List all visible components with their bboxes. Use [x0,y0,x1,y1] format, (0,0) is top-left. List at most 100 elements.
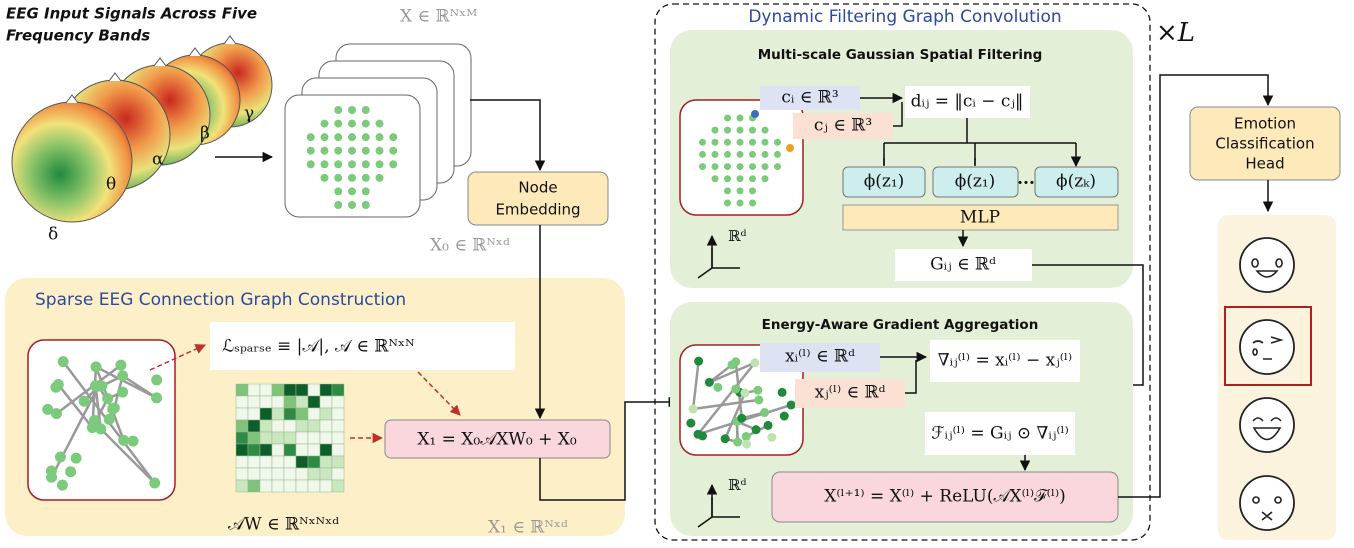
node [42,404,53,415]
electrode [712,175,719,182]
electrode [348,174,356,182]
matrix-cell [320,480,332,492]
matrix-cell [236,384,248,396]
matrix-cell [332,420,344,432]
node [55,452,66,463]
kernel-label: ϕ(z₁) [955,172,996,192]
shape-label: X₀ ∈ ℝᴺˣᵈ [430,236,510,256]
node [46,472,57,483]
matrix-cell [284,444,296,456]
matrix-cell [308,420,320,432]
matrix-cell [248,480,260,492]
electrode [334,120,342,128]
space-label: ℝᵈ [728,227,746,245]
matrix-cell [320,456,332,468]
matrix-cell [332,396,344,408]
electrode [389,133,397,141]
update-label: X₁ = X₀𝒜XW₀ + X₀ [417,430,577,450]
matrix-cell [272,444,284,456]
electrode [348,201,356,209]
electrode [749,127,756,134]
arrow [470,100,540,170]
electrode [737,151,744,158]
matrix-cell [248,456,260,468]
head-label: Emotion [1234,115,1296,133]
matrix-cell [308,456,320,468]
layer-update-label: X⁽ˡ⁺¹⁾ = X⁽ˡ⁾ + ReLU(𝒜X⁽ˡ⁾ℱ⁽ˡ⁾) [824,487,1066,507]
matrix-cell [260,420,272,432]
matrix-cell [320,384,332,396]
gradient-label: ∇ᵢⱼ⁽ˡ⁾ = xᵢ⁽ˡ⁾ − xⱼ⁽ˡ⁾ [938,351,1072,371]
node [753,386,762,395]
diagram: EEG Input Signals Across Five Frequency … [0,0,1354,548]
matrix-cell [284,480,296,492]
node [780,412,789,421]
matrix-cell [332,468,344,480]
matrix-cell [272,408,284,420]
matrix-cell [272,432,284,444]
band-label: α [152,150,164,170]
electrode [348,120,356,128]
node [151,374,162,385]
matrix-cell [236,396,248,408]
node [71,453,82,464]
electrode [737,187,744,194]
node [151,392,162,403]
electrode [749,175,756,182]
input-title: Frequency Bands [6,27,150,45]
electrode [749,200,756,207]
node [89,415,100,426]
electrode [724,115,731,122]
matrix-cell [308,432,320,444]
distance-label: dᵢⱼ = ‖cᵢ − cⱼ‖ [911,92,1024,112]
electrode [348,187,356,195]
electrode [724,187,731,194]
matrix-cell [296,444,308,456]
matrix-cell [248,432,260,444]
node [128,436,139,447]
matrix-cell [272,480,284,492]
node [689,405,698,414]
matrix-cell [236,432,248,444]
electrode-i [751,110,759,118]
electrode [737,127,744,134]
node [733,438,742,447]
matrix-cell [284,384,296,396]
electrode [737,175,744,182]
space-label: ℝᵈ [728,476,746,494]
node [767,433,776,442]
matrix-cell [308,384,320,396]
matrix-cell [260,456,272,468]
node [65,466,76,477]
electrode [749,187,756,194]
electrode [749,151,756,158]
matrix-cell [248,444,260,456]
electrode [712,163,719,170]
matrix-cell [296,432,308,444]
repeat-label: ×L [1156,18,1195,48]
node [742,440,751,449]
matrix-cell [296,456,308,468]
electrode [334,160,342,168]
matrix-cell [320,420,332,432]
electrode [362,201,370,209]
matrix-cell [248,408,260,420]
mlp-label: MLP [960,208,1000,228]
matrix-cell [308,408,320,420]
matrix-cell [308,444,320,456]
node [713,383,722,392]
face [1240,238,1294,292]
electrode [774,139,781,146]
matrix-cell [284,396,296,408]
electrode [389,160,397,168]
node [698,431,707,440]
matrix-cell [248,420,260,432]
matrix-cell [320,468,332,480]
electrode [307,133,315,141]
shape-label: X ∈ ℝᴺˣᴹ [400,7,477,27]
electrode [749,139,756,146]
node [117,387,128,398]
matrix-cell [236,444,248,456]
node [754,395,763,404]
matrix-cell [260,468,272,480]
